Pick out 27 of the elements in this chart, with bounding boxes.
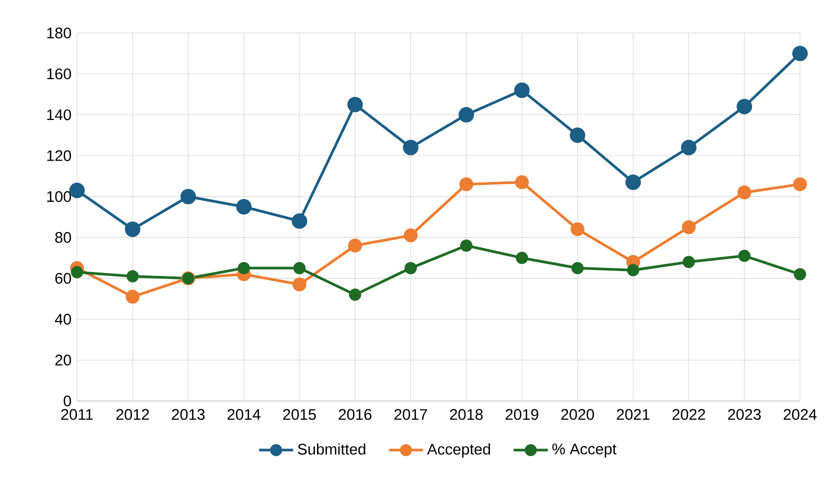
y-tick-label: 140: [47, 109, 72, 120]
x-tick-label: 2021: [616, 409, 650, 420]
y-tick-label: 80: [55, 232, 72, 243]
y-tick-label: 100: [47, 191, 72, 202]
x-tick-label: 2011: [61, 409, 93, 420]
x-tick-label: 2023: [728, 409, 761, 420]
legend-label: % Accept: [552, 444, 616, 458]
y-tick-label: 0: [64, 396, 72, 406]
y-tick-label: 180: [47, 28, 72, 38]
y-tick-label: 20: [55, 354, 72, 366]
y-tick-label: 160: [47, 68, 72, 80]
legend-label: Submitted: [298, 443, 366, 455]
y-tick-label: 120: [47, 150, 72, 162]
x-tick-label: 2024: [784, 409, 817, 420]
x-tick-label: 2012: [116, 409, 149, 420]
x-tick-label: 2016: [338, 409, 372, 420]
y-tick-label: 40: [54, 314, 72, 325]
x-tick-label: 2015: [283, 409, 316, 420]
legend-label: Accepted: [427, 443, 490, 458]
x-tick-label: 2018: [450, 409, 483, 420]
x-tick-label: 2013: [172, 409, 205, 420]
x-tick-label: 2020: [561, 409, 594, 420]
x-tick-label: 2014: [228, 409, 260, 420]
x-tick-label: 2017: [394, 409, 427, 420]
y-tick-label: 60: [55, 272, 72, 284]
x-tick-label: 2019: [506, 409, 538, 420]
x-tick-label: 2022: [672, 409, 706, 420]
